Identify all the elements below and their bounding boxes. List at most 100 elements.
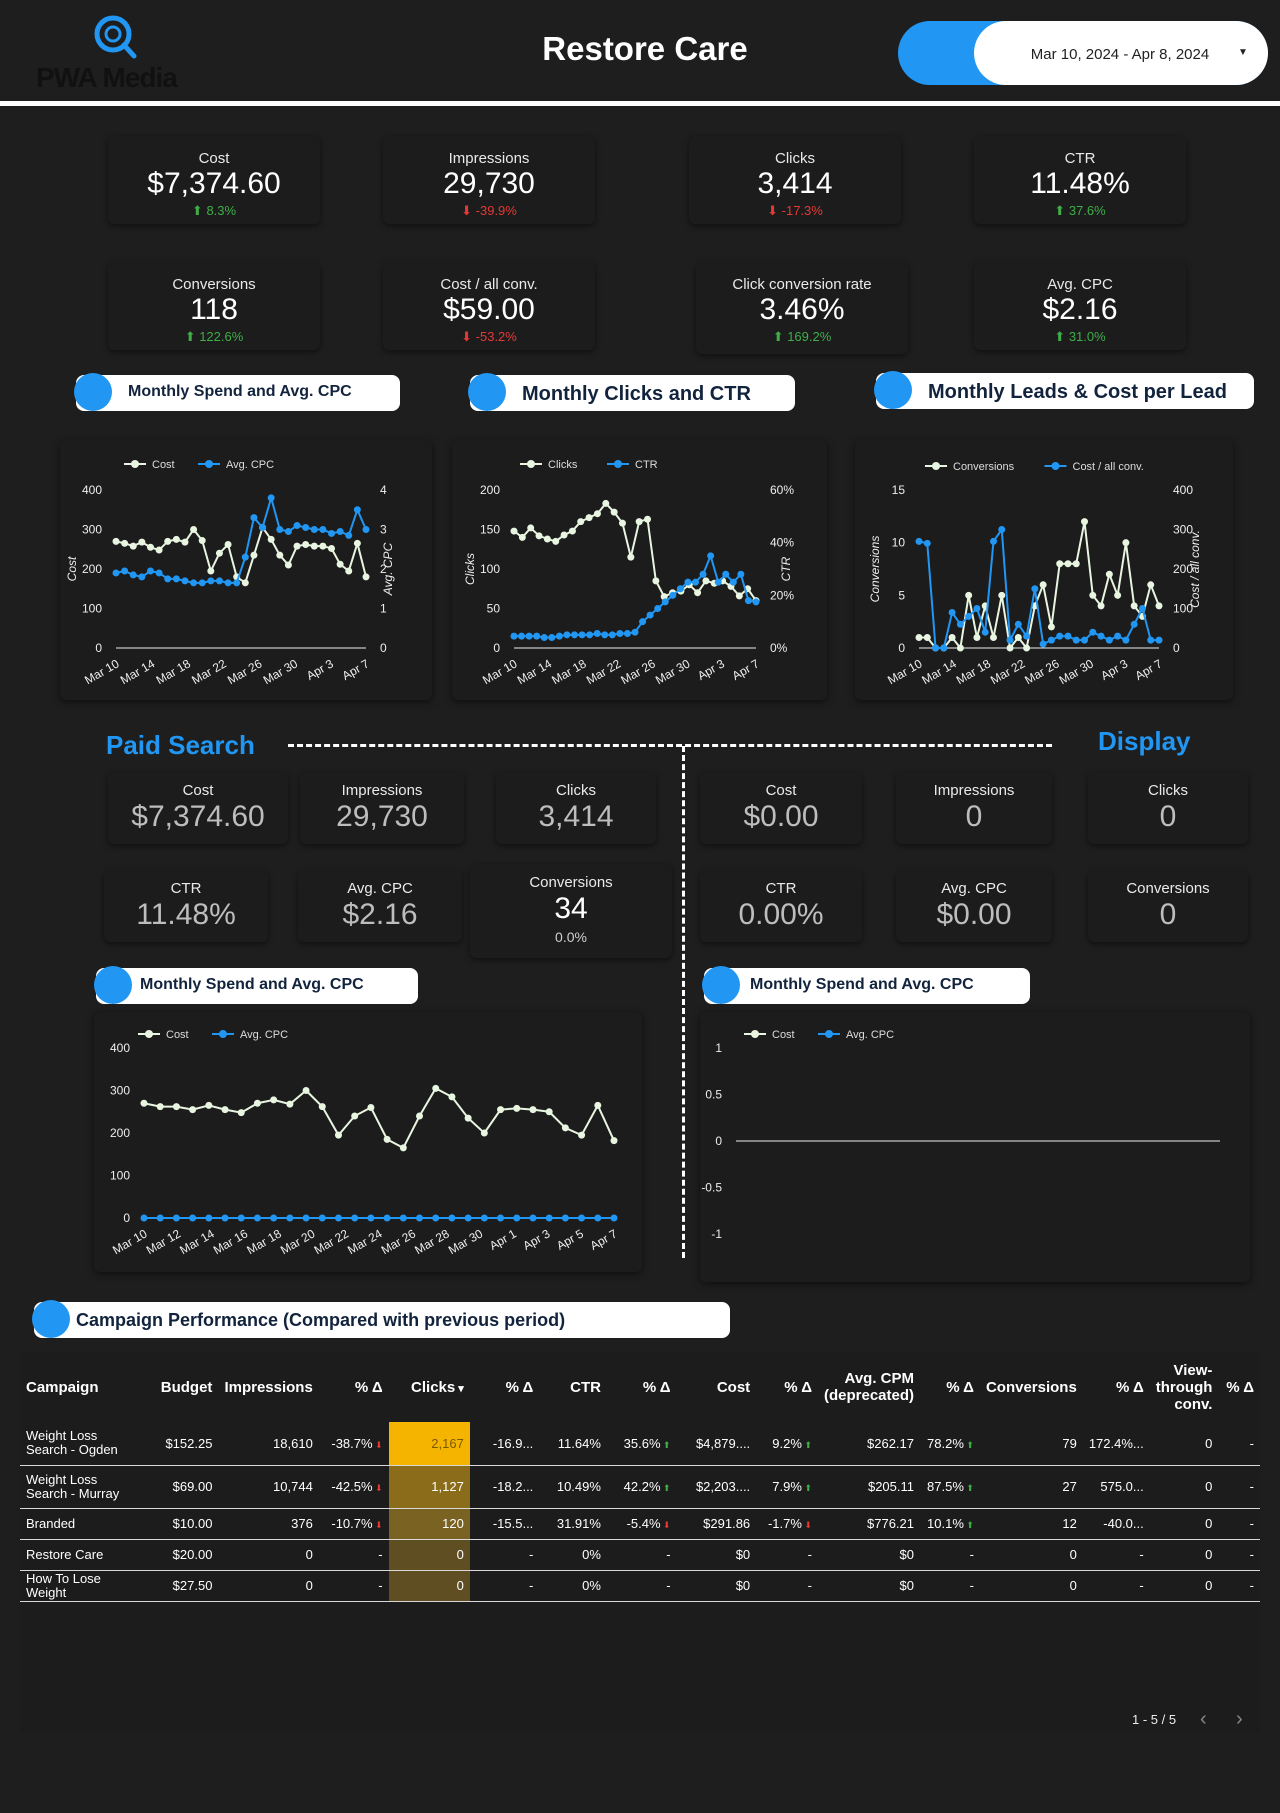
kpi-card-cost-per-conv: Cost / all conv. $59.00 ⬇ -53.2% (383, 262, 595, 350)
chevron-right-icon[interactable]: › (1236, 1708, 1243, 1730)
data-point (694, 589, 702, 597)
data-point (639, 618, 647, 626)
ps-cost-value: $7,374.60 (131, 800, 265, 833)
data-point (259, 524, 267, 532)
date-range-picker[interactable] (974, 21, 1268, 85)
legend-label: Avg. CPC (226, 459, 274, 471)
arrow-up-icon: ⬆ (801, 1439, 812, 1450)
table-row[interactable]: Branded $10.00 376 -10.7% ⬇ 120 -15.5... 31.91… (20, 1508, 1260, 1540)
data-point (1147, 636, 1155, 644)
x-tick-label: Mar 22 (584, 656, 624, 687)
data-point (661, 598, 669, 606)
series-line-0 (919, 521, 1160, 651)
table-cell: -38.7% ⬇ (318, 1422, 389, 1466)
data-point (956, 644, 964, 652)
table-row[interactable]: How To Lose Weight $27.50 0-0-0% - $0- $0-0-0… (20, 1570, 1260, 1602)
x-tick-label: Mar 10 (110, 1226, 150, 1257)
x-tick-label: Mar 16 (211, 1226, 251, 1257)
data-point (593, 510, 601, 518)
y-tick-label: 400 (110, 1041, 130, 1055)
column-header[interactable]: % Δ (1226, 1378, 1254, 1396)
column-header[interactable]: View-through conv. (1155, 1361, 1213, 1413)
y-axis-label: Clicks (463, 553, 477, 585)
column-header-campaign[interactable]: Campaign (26, 1378, 99, 1396)
column-header[interactable]: % Δ (1116, 1378, 1144, 1396)
data-point (189, 1214, 197, 1222)
data-point (334, 1214, 342, 1222)
chevron-left-icon[interactable]: ‹ (1200, 1708, 1207, 1730)
disp-cost-label: Cost (765, 782, 797, 799)
data-point (702, 577, 710, 585)
kpi-card-ctr: CTR 11.48% ⬆ 37.6% (974, 136, 1186, 224)
data-point (601, 631, 609, 639)
x-tick-label: Mar 14 (919, 656, 959, 687)
x-tick-label: Mar 26 (225, 656, 265, 687)
x-tick-label: Mar 10 (885, 656, 925, 687)
data-point (302, 1087, 310, 1094)
data-point (1089, 591, 1097, 599)
data-point (270, 1214, 278, 1222)
data-point (1122, 636, 1130, 644)
campaign-name-cell: How To Lose Weight (20, 1570, 147, 1602)
data-point (932, 644, 940, 652)
data-point (1039, 581, 1047, 589)
table-row[interactable]: Restore Care $20.00 0-0-0% - $0- $0-0-0- (20, 1539, 1260, 1571)
table-cell: 0 (1149, 1539, 1219, 1571)
kpi-card-cost: Cost $7,374.60 ⬆ 8.3% (108, 136, 320, 224)
data-point (608, 631, 616, 639)
data-point (722, 570, 730, 578)
column-header[interactable]: Clicks ▾ (388, 1352, 470, 1422)
data-point (1097, 632, 1105, 640)
chart-panel-clicks: Clicks CTR 0 50 100 150 200 0% 20% 40% 60% Clicks CT… (452, 440, 827, 700)
column-header[interactable]: % Δ (642, 1378, 671, 1396)
data-point (464, 1214, 472, 1222)
table-cell: - (1218, 1465, 1260, 1509)
data-point (563, 631, 571, 639)
data-point (207, 567, 215, 575)
kpi-label: Impressions (448, 150, 530, 167)
table-row[interactable]: Weight Loss Search - Murray $69.00 10,744-… (20, 1465, 1260, 1509)
data-point (140, 1099, 148, 1107)
chart-title-search-spend: Monthly Spend and Avg. CPC (94, 966, 418, 1004)
data-point (156, 1103, 164, 1111)
x-tick-label: Mar 18 (549, 656, 589, 687)
column-header[interactable]: Impressions (224, 1378, 313, 1396)
column-header[interactable]: Avg. CPM (deprecated) (823, 1370, 915, 1404)
column-header[interactable]: % Δ (505, 1378, 534, 1396)
data-point (998, 526, 1006, 533)
table-cell: 376 (218, 1508, 319, 1540)
column-header[interactable]: Conversions (985, 1378, 1077, 1396)
arrow-up-icon: ⬆ (660, 1483, 671, 1493)
y-tick-label: 200 (82, 562, 102, 576)
chart-title-clicks: Monthly Clicks and CTR (468, 373, 795, 411)
date-range-text[interactable]: Mar 10, 2024 - Apr 8, 2024 (1030, 46, 1210, 63)
column-header[interactable]: % Δ (354, 1378, 383, 1396)
column-header[interactable]: % Δ (784, 1378, 812, 1396)
data-point (198, 537, 206, 545)
data-point (529, 1106, 537, 1114)
y-tick-label: 0.5 (705, 1088, 722, 1102)
data-point (1047, 623, 1055, 631)
data-point (513, 1104, 521, 1112)
x-tick-label: Apr 3 (1098, 656, 1130, 683)
table-row[interactable]: Weight Loss Search - Ogden $152.25 18,610-… (20, 1422, 1260, 1466)
sort-desc-icon[interactable]: ▾ (455, 1382, 464, 1395)
column-header[interactable]: CTR (570, 1378, 601, 1396)
data-point (399, 1144, 407, 1152)
data-point (416, 1214, 424, 1222)
data-point (367, 1214, 375, 1222)
data-point (610, 508, 618, 516)
data-point (631, 628, 639, 636)
series-line-1 (514, 552, 757, 639)
caret-down-icon[interactable]: ▼ (1238, 47, 1248, 58)
y-tick-label: 0 (123, 1211, 130, 1225)
data-point (362, 573, 370, 581)
column-header[interactable]: Budget (160, 1378, 213, 1396)
table-cell: 42.2% ⬆ (606, 1465, 677, 1509)
column-header[interactable]: Cost (716, 1378, 751, 1396)
column-header[interactable]: % Δ (946, 1378, 974, 1396)
table-cell: $152.25 (146, 1422, 219, 1466)
y-tick-label: 0 (493, 641, 500, 655)
data-point (989, 633, 997, 641)
